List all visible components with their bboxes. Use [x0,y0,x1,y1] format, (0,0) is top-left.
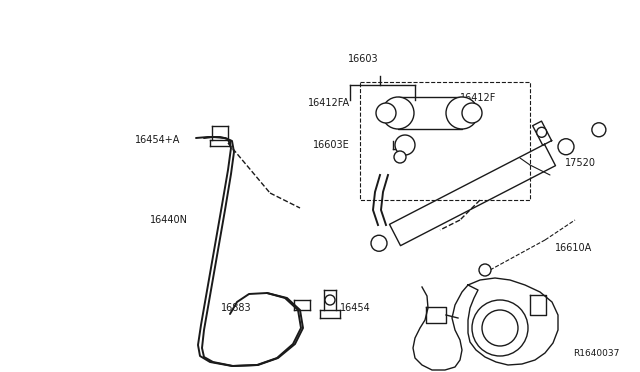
Circle shape [537,127,547,137]
Circle shape [558,139,574,155]
Text: 16412F: 16412F [460,93,497,103]
Circle shape [394,151,406,163]
Text: 16440N: 16440N [150,215,188,225]
Circle shape [446,97,478,129]
Circle shape [479,264,491,276]
Circle shape [592,123,606,137]
Circle shape [376,103,396,123]
Circle shape [472,300,528,356]
Text: 16603: 16603 [348,54,378,64]
Text: 16603E: 16603E [313,140,350,150]
Circle shape [482,310,518,346]
Text: 16412FA: 16412FA [308,98,350,108]
Circle shape [395,135,415,155]
Circle shape [382,97,414,129]
Text: 16454: 16454 [340,303,371,313]
Text: 16883: 16883 [221,303,252,313]
Text: 17520: 17520 [565,158,596,168]
Circle shape [371,235,387,251]
Circle shape [462,103,482,123]
Circle shape [325,295,335,305]
Text: 16454+A: 16454+A [135,135,180,145]
Text: R1640037: R1640037 [573,349,620,358]
Text: 16610A: 16610A [555,243,592,253]
